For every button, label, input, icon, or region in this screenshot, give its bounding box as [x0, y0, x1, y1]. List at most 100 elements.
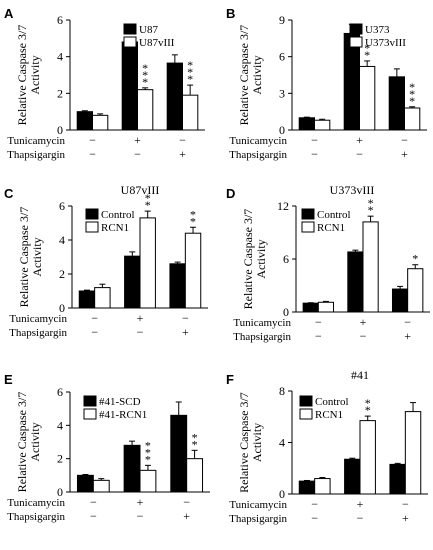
bar-u87 [166, 62, 183, 131]
treatment-label: Thapsigargin [7, 149, 65, 161]
y-tick-label: 0 [59, 301, 65, 315]
treatment-label: Thapsigargin [7, 511, 65, 523]
bar--41-rcn1 [186, 458, 204, 493]
panel-letter: A [4, 6, 14, 21]
treatment-sign: − [311, 133, 318, 147]
bar--41-scd [170, 414, 188, 493]
legend-label: #41-RCN1 [99, 409, 147, 421]
y-axis-label: Activity [250, 55, 264, 94]
legend-label: RCN1 [317, 222, 345, 234]
y-axis-label: Activity [28, 422, 42, 461]
legend-label: U373vIII [365, 37, 406, 49]
chart-title: #41 [351, 368, 369, 382]
bar-u87 [121, 41, 138, 131]
treatment-label: Tunicamycin [7, 135, 65, 147]
y-axis-label: Activity [30, 237, 44, 276]
significance-star: * [142, 61, 148, 75]
y-axis-label: Activity [250, 423, 264, 462]
chart-title: U87vIII [121, 183, 160, 197]
y-axis-label: Relative Caspase 3/7 [15, 392, 29, 493]
y-tick-label: 6 [57, 385, 63, 399]
treatment-sign: − [404, 315, 411, 329]
bar-u87viii [182, 94, 199, 131]
significance-star: * [145, 191, 151, 205]
bar-u373 [343, 32, 361, 131]
bar-control [389, 463, 406, 495]
significance-star: * [145, 452, 151, 466]
significance-star: * [364, 48, 370, 62]
treatment-sign: − [89, 147, 96, 161]
bar-u87 [76, 111, 93, 131]
bar-control [302, 302, 319, 313]
treatment-label: Thapsigargin [229, 513, 287, 525]
significance-star: * [368, 196, 374, 210]
panel-f: F #41 Relative Caspase 3/7 Activity 0 4 8 ** Tun… [226, 368, 428, 525]
y-axis-label: Relative Caspase 3/7 [241, 209, 255, 310]
bar-u87viii [92, 114, 109, 131]
legend-swatch [123, 36, 137, 48]
y-axis-label: Relative Caspase 3/7 [15, 25, 29, 126]
treatment-label: Tunicamycin [229, 499, 287, 511]
treatment-sign: − [315, 315, 322, 329]
treatment-sign: − [182, 311, 189, 325]
bar--41-rcn1 [139, 469, 157, 493]
significance-star: * [192, 437, 198, 451]
significance-star: * [145, 438, 151, 452]
legend-swatch [85, 208, 99, 220]
y-tick-label: 4 [57, 418, 63, 432]
bar-rcn1 [362, 221, 379, 313]
y-tick-label: 2 [57, 86, 63, 100]
treatment-label: Tunicamycin [233, 317, 291, 329]
significance-star: * [145, 198, 151, 212]
chart-title: U373vIII [330, 183, 375, 197]
bar-rcn1 [139, 217, 156, 309]
legend-swatch [301, 221, 315, 233]
y-tick-label: 0 [57, 123, 63, 137]
treatment-sign: − [137, 325, 144, 339]
significance-star: * [192, 430, 198, 444]
legend-swatch [85, 221, 99, 233]
significance-star: * [145, 445, 151, 459]
legend-label: Control [101, 209, 135, 221]
legend-swatch [123, 23, 137, 35]
legend-label: #41-SCD [99, 396, 141, 408]
treatment-sign: + [182, 325, 189, 339]
treatment-label: Tunicamycin [229, 135, 287, 147]
bar-rcn1 [407, 268, 424, 313]
treatment-sign: − [91, 311, 98, 325]
treatment-sign: + [183, 509, 190, 523]
legend-label: U373 [365, 24, 390, 36]
significance-star: * [190, 214, 196, 228]
y-tick-label: 6 [283, 252, 289, 266]
treatment-sign: − [360, 329, 367, 343]
panel-c: C U87vIII Relative Caspase 3/7 Activity 0 2 4 6… [4, 183, 208, 339]
y-tick-label: 12 [277, 199, 289, 213]
treatment-sign: − [89, 133, 96, 147]
y-tick-label: 3 [279, 86, 285, 100]
significance-star: * [187, 65, 193, 79]
y-tick-label: 4 [279, 436, 285, 450]
treatment-sign: − [91, 325, 98, 339]
legend-swatch [301, 208, 315, 220]
treatment-sign: + [137, 311, 144, 325]
legend-label: U87 [139, 24, 158, 36]
y-axis-label: Relative Caspase 3/7 [237, 392, 251, 493]
y-tick-label: 8 [279, 384, 285, 398]
treatment-sign: + [137, 495, 144, 509]
panel-letter: C [4, 186, 14, 201]
significance-star: * [365, 403, 371, 417]
treatment-sign: − [134, 147, 141, 161]
y-tick-label: 6 [59, 199, 65, 213]
legend-label: RCN1 [101, 222, 129, 234]
treatment-sign: − [90, 495, 97, 509]
treatment-sign: + [401, 147, 408, 161]
bar-rcn1 [404, 411, 422, 495]
treatment-label: Tunicamycin [9, 313, 67, 325]
significance-star: * [187, 58, 193, 72]
bar-control [78, 290, 96, 309]
bar-rcn1 [94, 287, 111, 309]
treatment-sign: − [311, 497, 318, 511]
